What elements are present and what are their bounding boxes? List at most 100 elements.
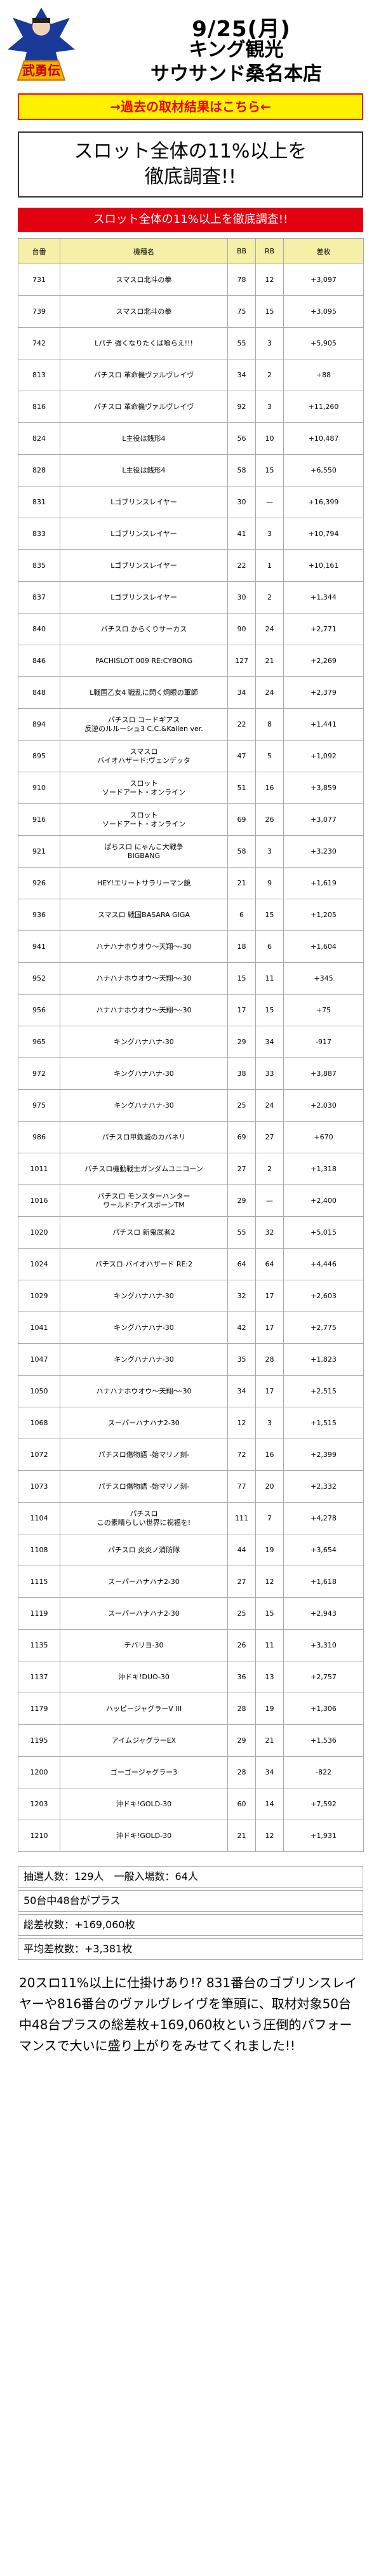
- cell-model-name: パチスロ この素晴らしい世界に祝福を!: [60, 1502, 228, 1534]
- cell-model-name: パチスロ からくりサーカス: [60, 613, 228, 645]
- cell-machine-number: 1050: [18, 1375, 60, 1407]
- cell-model-name: スマスロ北斗の拳: [60, 295, 228, 328]
- past-results-link[interactable]: →過去の取材結果はこちら←: [18, 93, 363, 120]
- cell-rb: 27: [255, 1121, 284, 1153]
- cell-model-name: 沖ドキ!DUO-30: [60, 1661, 228, 1693]
- cell-machine-number: 895: [18, 740, 60, 772]
- cell-rb: 21: [255, 645, 284, 677]
- cell-bb: 55: [227, 327, 256, 359]
- summary-attendance: 抽選人数：129人 一般入場数：64人: [18, 1866, 363, 1888]
- table-row: 956 ハナハナホウオウ〜天翔〜-30 17 15 +75: [18, 994, 364, 1026]
- cell-model-name: スマスロ北斗の拳: [60, 264, 228, 296]
- cell-rb: 3: [255, 518, 284, 550]
- cell-model-name: Lゴブリンスレイヤー: [60, 518, 228, 550]
- cell-model-name: HEY!エリートサラリーマン鏡: [60, 867, 228, 899]
- cell-model-name: キングハナハナ-30: [60, 1026, 228, 1058]
- cell-difference: +10,794: [283, 518, 364, 550]
- table-row: 835 Lゴブリンスレイヤー 22 1 +10,161: [18, 549, 364, 582]
- cell-model-name: パチスロ モンスターハンター ワールド:アイスボーンTM: [60, 1184, 228, 1217]
- cell-bb: 34: [227, 1375, 256, 1407]
- cell-bb: 25: [227, 1597, 256, 1630]
- table-row: 828 L主役は銭形4 58 15 +6,550: [18, 454, 364, 486]
- cell-machine-number: 1137: [18, 1661, 60, 1693]
- cell-difference: +345: [283, 962, 364, 995]
- cell-machine-number: 936: [18, 899, 60, 931]
- table-row: 1011 パチスロ機動戦士ガンダムユニコーン 27 2 +1,318: [18, 1153, 364, 1185]
- cell-machine-number: 965: [18, 1026, 60, 1058]
- cell-model-name: スーパーハナハナ2-30: [60, 1407, 228, 1439]
- cell-model-name: スーパーハナハナ2-30: [60, 1597, 228, 1630]
- cell-difference: +2,332: [283, 1470, 364, 1503]
- cell-difference: -917: [283, 1026, 364, 1058]
- table-row: 965 キングハナハナ-30 29 34 -917: [18, 1026, 364, 1058]
- cell-bb: 35: [227, 1343, 256, 1376]
- cell-rb: 2: [255, 581, 284, 614]
- headline-box: スロット全体の11%以上を 徹底調査!!: [18, 131, 363, 198]
- cell-difference: +88: [283, 359, 364, 391]
- cell-machine-number: 1115: [18, 1566, 60, 1598]
- cell-machine-number: 1200: [18, 1756, 60, 1788]
- cell-model-name: パチスロ甲鉄城のカバネリ: [60, 1121, 228, 1153]
- cell-model-name: L主役は銭形4: [60, 454, 228, 486]
- cell-rb: 7: [255, 1502, 284, 1534]
- cell-rb: 15: [255, 454, 284, 486]
- cell-machine-number: 956: [18, 994, 60, 1026]
- cell-rb: 11: [255, 1629, 284, 1661]
- cell-difference: +2,269: [283, 645, 364, 677]
- cell-rb: 1: [255, 549, 284, 582]
- cell-rb: 8: [255, 708, 284, 741]
- cell-bb: 15: [227, 962, 256, 995]
- results-table: 台番 機種名 BB RB 差枚 731 スマスロ北斗の拳 78 12 +3,097 739…: [18, 238, 364, 1852]
- cell-bb: 55: [227, 1216, 256, 1249]
- cell-machine-number: 828: [18, 454, 60, 486]
- cell-difference: +1,604: [283, 930, 364, 963]
- cell-rb: 17: [255, 1311, 284, 1344]
- cell-rb: 3: [255, 835, 284, 868]
- cell-machine-number: 1195: [18, 1724, 60, 1757]
- cell-difference: +3,887: [283, 1057, 364, 1090]
- cell-difference: +1,618: [283, 1566, 364, 1598]
- cell-model-name: キングハナハナ-30: [60, 1343, 228, 1376]
- cell-bb: 44: [227, 1534, 256, 1566]
- cell-bb: 17: [227, 994, 256, 1026]
- cell-machine-number: 831: [18, 486, 60, 518]
- cell-difference: +2,943: [283, 1597, 364, 1630]
- cell-difference: +4,446: [283, 1248, 364, 1280]
- cell-rb: 3: [255, 391, 284, 423]
- cell-model-name: キングハナハナ-30: [60, 1089, 228, 1122]
- cell-machine-number: 916: [18, 803, 60, 836]
- cell-machine-number: 1119: [18, 1597, 60, 1630]
- table-row: 816 パチスロ 革命機ヴァルヴレイヴ 92 3 +11,260: [18, 391, 364, 423]
- cell-bb: 75: [227, 295, 256, 328]
- cell-difference: +2,603: [283, 1280, 364, 1312]
- cell-rb: 34: [255, 1026, 284, 1058]
- table-row: 742 Lパチ 強くなりたくば喰らえ!!! 55 3 +5,905: [18, 327, 364, 359]
- cell-model-name: パチスロ傷物語 -始マリノ刻-: [60, 1470, 228, 1503]
- cell-rb: 3: [255, 327, 284, 359]
- cell-machine-number: 1041: [18, 1311, 60, 1344]
- table-row: 1020 パチスロ 新鬼武者2 55 32 +5,015: [18, 1216, 364, 1249]
- cell-rb: 21: [255, 1724, 284, 1757]
- cell-rb: 12: [255, 264, 284, 296]
- cell-rb: 24: [255, 613, 284, 645]
- cell-machine-number: 1135: [18, 1629, 60, 1661]
- cell-model-name: パチスロ機動戦士ガンダムユニコーン: [60, 1153, 228, 1185]
- cell-model-name: Lゴブリンスレイヤー: [60, 486, 228, 518]
- cell-bb: 77: [227, 1470, 256, 1503]
- cell-difference: +1,536: [283, 1724, 364, 1757]
- cell-model-name: パチスロ 革命機ヴァルヴレイヴ: [60, 359, 228, 391]
- table-row: 1072 パチスロ傷物語 -始マリノ刻- 72 16 +2,399: [18, 1439, 364, 1471]
- cell-difference: +7,592: [283, 1788, 364, 1820]
- cell-machine-number: 840: [18, 613, 60, 645]
- cell-model-name: キングハナハナ-30: [60, 1311, 228, 1344]
- cell-model-name: ぱちスロ にゃんこ大戦争 BIGBANG: [60, 835, 228, 868]
- table-header-row: 台番 機種名 BB RB 差枚: [18, 238, 364, 264]
- cell-difference: +75: [283, 994, 364, 1026]
- cell-difference: +10,487: [283, 422, 364, 455]
- cell-machine-number: 837: [18, 581, 60, 614]
- cell-difference: +4,278: [283, 1502, 364, 1534]
- cell-bb: 28: [227, 1693, 256, 1725]
- table-row: 739 スマスロ北斗の拳 75 15 +3,095: [18, 295, 364, 328]
- cell-difference: +1,205: [283, 899, 364, 931]
- table-row: 846 PACHISLOT 009 RE:CYBORG 127 21 +2,269: [18, 645, 364, 677]
